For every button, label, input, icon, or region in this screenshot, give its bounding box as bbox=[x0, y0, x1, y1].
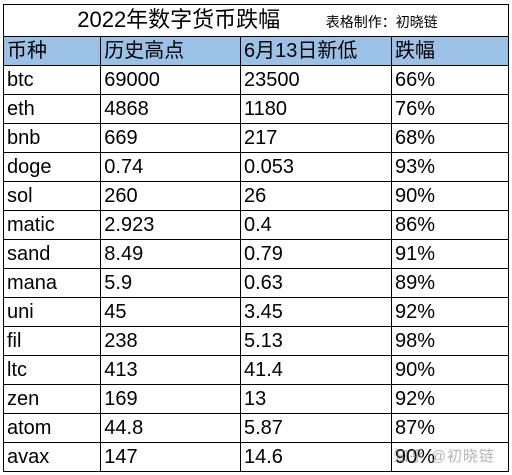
low-cell[interactable]: 3.45 bbox=[239, 297, 393, 327]
low-cell[interactable]: 0.79 bbox=[239, 239, 393, 269]
ath-cell[interactable]: 0.74 bbox=[100, 152, 241, 182]
table-row: matic 2.923 0.4 86% bbox=[2, 210, 509, 240]
ath-cell[interactable]: 238 bbox=[100, 326, 241, 356]
coin-cell[interactable]: sand bbox=[2, 239, 102, 269]
coin-cell[interactable]: bnb bbox=[2, 123, 102, 153]
table-row: doge 0.74 0.053 93% bbox=[2, 152, 509, 182]
low-cell[interactable]: 0.63 bbox=[239, 268, 393, 298]
drop-cell[interactable]: 68% bbox=[391, 123, 509, 153]
low-cell[interactable]: 0.053 bbox=[239, 152, 393, 182]
header-cell-drop[interactable]: 跌幅 bbox=[391, 36, 509, 66]
coin-cell[interactable]: ltc bbox=[2, 355, 102, 385]
ath-cell[interactable]: 44.8 bbox=[100, 413, 241, 443]
header-cell-coin[interactable]: 币种 bbox=[2, 36, 102, 66]
table-title: 2022年数字货币跌幅 bbox=[77, 6, 281, 32]
header-row: 币种 历史高点 6月13日新低 跌幅 bbox=[2, 36, 509, 66]
coin-cell[interactable]: eth bbox=[2, 94, 102, 124]
table-row: mana 5.9 0.63 89% bbox=[2, 268, 509, 298]
table-row: eth 4868 1180 76% bbox=[2, 94, 509, 124]
drop-cell[interactable]: 98% bbox=[391, 326, 509, 356]
coin-cell[interactable]: btc bbox=[2, 65, 102, 95]
watermark: 知乎 @初晓链 bbox=[393, 448, 495, 465]
ath-cell[interactable]: 2.923 bbox=[100, 210, 241, 240]
low-cell[interactable]: 217 bbox=[239, 123, 393, 153]
low-cell[interactable]: 5.13 bbox=[239, 326, 393, 356]
table-credit: 表格制作：初晓链 bbox=[325, 13, 438, 30]
low-cell[interactable]: 1180 bbox=[239, 94, 393, 124]
table-row: sol 260 26 90% bbox=[2, 181, 509, 211]
coin-cell[interactable]: avax bbox=[2, 442, 102, 472]
drop-cell[interactable]: 90% bbox=[391, 181, 509, 211]
title-row: 2022年数字货币跌幅 表格制作：初晓链 bbox=[3, 4, 509, 37]
low-cell[interactable]: 41.4 bbox=[239, 355, 393, 385]
drop-cell[interactable]: 92% bbox=[391, 297, 509, 327]
drop-cell[interactable]: 76% bbox=[391, 94, 509, 124]
ath-cell[interactable]: 4868 bbox=[100, 94, 241, 124]
drop-cell[interactable]: 66% bbox=[391, 65, 509, 95]
low-cell[interactable]: 23500 bbox=[239, 65, 393, 95]
table-row: uni 45 3.45 92% bbox=[2, 297, 509, 327]
ath-cell[interactable]: 147 bbox=[100, 442, 241, 472]
coin-cell[interactable]: atom bbox=[2, 413, 102, 443]
drop-cell[interactable]: 91% bbox=[391, 239, 509, 269]
coin-cell[interactable]: sol bbox=[2, 181, 102, 211]
table-row: atom 44.8 5.87 87% bbox=[2, 413, 509, 443]
ath-cell[interactable]: 169 bbox=[100, 384, 241, 414]
low-cell[interactable]: 5.87 bbox=[239, 413, 393, 443]
ath-cell[interactable]: 669 bbox=[100, 123, 241, 153]
drop-cell[interactable]: 87% bbox=[391, 413, 509, 443]
low-cell[interactable]: 13 bbox=[239, 384, 393, 414]
low-cell[interactable]: 14.6 bbox=[239, 442, 393, 472]
ath-cell[interactable]: 5.9 bbox=[100, 268, 241, 298]
ath-cell[interactable]: 413 bbox=[100, 355, 241, 385]
coin-cell[interactable]: fil bbox=[2, 326, 102, 356]
table-row: zen 169 13 92% bbox=[2, 384, 509, 414]
table-row: btc 69000 23500 66% bbox=[2, 65, 509, 95]
drop-cell[interactable]: 89% bbox=[391, 268, 509, 298]
coin-cell[interactable]: zen bbox=[2, 384, 102, 414]
table-row: avax 147 14.6 90% bbox=[2, 442, 509, 472]
ath-cell[interactable]: 69000 bbox=[100, 65, 241, 95]
table-row: ltc 413 41.4 90% bbox=[2, 355, 509, 385]
crypto-decline-table: 2022年数字货币跌幅 表格制作：初晓链 币种 历史高点 6月13日新低 跌幅 … bbox=[2, 4, 509, 472]
spreadsheet: 2022年数字货币跌幅 表格制作：初晓链 币种 历史高点 6月13日新低 跌幅 … bbox=[2, 4, 509, 472]
header-cell-low[interactable]: 6月13日新低 bbox=[239, 36, 393, 66]
coin-cell[interactable]: matic bbox=[2, 210, 102, 240]
low-cell[interactable]: 26 bbox=[239, 181, 393, 211]
drop-cell[interactable]: 92% bbox=[391, 384, 509, 414]
title-cell[interactable]: 2022年数字货币跌幅 表格制作：初晓链 bbox=[3, 4, 509, 37]
ath-cell[interactable]: 8.49 bbox=[100, 239, 241, 269]
table-row: sand 8.49 0.79 91% bbox=[2, 239, 509, 269]
coin-cell[interactable]: uni bbox=[2, 297, 102, 327]
low-cell[interactable]: 0.4 bbox=[239, 210, 393, 240]
coin-cell[interactable]: doge bbox=[2, 152, 102, 182]
drop-cell[interactable]: 90% bbox=[391, 442, 509, 472]
drop-cell[interactable]: 93% bbox=[391, 152, 509, 182]
table-row: fil 238 5.13 98% bbox=[2, 326, 509, 356]
drop-cell[interactable]: 86% bbox=[391, 210, 509, 240]
table-row: bnb 669 217 68% bbox=[2, 123, 509, 153]
drop-cell[interactable]: 90% bbox=[391, 355, 509, 385]
ath-cell[interactable]: 45 bbox=[100, 297, 241, 327]
header-cell-ath[interactable]: 历史高点 bbox=[100, 36, 241, 66]
coin-cell[interactable]: mana bbox=[2, 268, 102, 298]
ath-cell[interactable]: 260 bbox=[100, 181, 241, 211]
